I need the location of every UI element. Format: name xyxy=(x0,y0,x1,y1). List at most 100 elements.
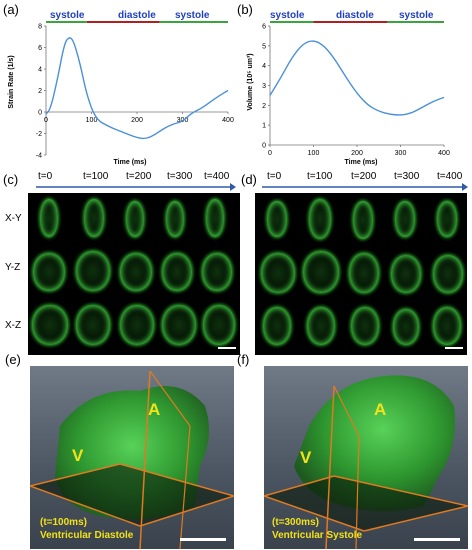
time-arrows xyxy=(36,183,468,191)
x-tick-label: 0 xyxy=(268,150,272,157)
panel-label-d: (d) xyxy=(241,172,257,187)
time-label: t=300 xyxy=(167,171,193,182)
heart-cell-image xyxy=(353,201,373,239)
heart-cell-image xyxy=(263,307,291,345)
ventricle-label: V xyxy=(300,448,312,467)
y-tick-label: 2 xyxy=(262,103,266,110)
heart-cell-image xyxy=(126,201,144,237)
heart-cell-image xyxy=(40,199,58,237)
series-line xyxy=(45,37,229,140)
row-label-xy: X-Y xyxy=(5,213,22,224)
row-label-yz: Y-Z xyxy=(5,262,21,273)
slice-plane-horizontal xyxy=(264,476,468,531)
y-axis-title: Volume (10⁵ um³) xyxy=(247,53,254,110)
y-tick-label: 5 xyxy=(262,43,266,50)
y-tick-label: 3 xyxy=(262,83,266,90)
y-tick-label: 0 xyxy=(38,110,42,117)
scale-bar xyxy=(445,347,463,349)
heart-cell-image xyxy=(303,251,339,293)
x-tick-label: 200 xyxy=(351,150,363,157)
y-tick-label: 0 xyxy=(262,143,266,150)
y-tick-label: 6 xyxy=(262,24,266,31)
phase-label-systole-2: systole xyxy=(399,10,434,21)
y-tick-label: 4 xyxy=(262,63,266,70)
phase-caption: Ventricular Systole xyxy=(272,530,363,541)
phase-label-systole-1: systole xyxy=(50,10,85,21)
heart-cell-image xyxy=(120,305,154,345)
heart-cell-image xyxy=(307,307,335,345)
x-tick-label: 300 xyxy=(395,150,407,157)
time-label: t=400 xyxy=(437,171,463,182)
panel-label-c: (c) xyxy=(3,172,19,187)
panel-label-a: (a) xyxy=(3,2,19,17)
heart-cell-image xyxy=(309,199,331,239)
heart-cell-image xyxy=(162,305,196,345)
heart-cell-image xyxy=(433,255,463,293)
volume-render-e: A V (t=100ms) Ventricular Diastole xyxy=(30,366,234,549)
volume-render-f: A V (t=300ms) Ventricular Systole xyxy=(264,366,468,549)
panel-label-f: (f) xyxy=(237,352,250,367)
heart-cell-image xyxy=(162,253,192,291)
heart-cell-image xyxy=(166,201,184,237)
panel-label-b: (b) xyxy=(237,2,253,17)
y-axis-title: Strain Rate (1/s) xyxy=(8,55,15,108)
time-label: t=0 xyxy=(267,171,282,182)
y-tick-label: 1 xyxy=(262,123,266,130)
x-tick-label: 400 xyxy=(438,150,450,157)
atrium-label: A xyxy=(148,400,161,419)
microscopy-panel-c xyxy=(28,193,240,355)
y-tick-label: -2 xyxy=(36,131,42,138)
phase-label-diastole: diastole xyxy=(118,10,156,21)
heart-cell-image xyxy=(120,253,152,291)
heart-cell-image xyxy=(76,251,110,291)
y-tick-label: 8 xyxy=(38,24,42,31)
atrium-label: A xyxy=(374,400,387,419)
x-tick-label: 0 xyxy=(44,117,48,124)
heart-cell-image xyxy=(206,199,224,237)
heart-cell-image xyxy=(84,199,104,237)
time-caption: (t=300ms) xyxy=(272,517,319,528)
time-caption: (t=100ms) xyxy=(40,517,87,528)
heart-cell-image xyxy=(202,253,232,291)
arrow-head-icon xyxy=(230,183,236,191)
arrow-head-icon xyxy=(462,183,468,191)
x-tick-label: 100 xyxy=(86,117,98,124)
heart-cell-image xyxy=(33,253,65,291)
heart-cell-image xyxy=(351,307,379,345)
y-tick-label: 4 xyxy=(38,67,42,74)
time-label: t=200 xyxy=(126,171,152,182)
heart-cell-image xyxy=(261,253,295,293)
x-axis-title: Time (ms) xyxy=(114,159,147,166)
y-tick-label: 2 xyxy=(38,88,42,95)
row-label-xz: X-Z xyxy=(5,320,22,331)
time-label: t=100 xyxy=(83,171,109,182)
y-tick-label: -4 xyxy=(36,153,42,160)
time-label: t=100 xyxy=(307,171,333,182)
scale-bar xyxy=(414,538,460,541)
phase-label-systole-2: systole xyxy=(175,10,210,21)
x-tick-label: 400 xyxy=(222,117,234,124)
heart-cell-image xyxy=(76,305,110,345)
x-tick-label: 100 xyxy=(308,150,320,157)
series-line xyxy=(269,40,445,116)
phase-caption: Ventricular Diastole xyxy=(40,530,134,541)
heart-cell-image xyxy=(433,307,461,345)
heart-cell-image xyxy=(203,305,235,345)
y-tick-label: 6 xyxy=(38,45,42,52)
x-axis-title: Time (ms) xyxy=(345,159,378,166)
heart-cell-image xyxy=(267,201,287,237)
heart-cell-image xyxy=(391,255,421,293)
panel-label-e: (e) xyxy=(5,352,21,367)
heart-cell-image xyxy=(393,309,419,345)
heart-cell-image xyxy=(32,305,68,345)
time-label: t=0 xyxy=(38,171,53,182)
time-label: t=200 xyxy=(351,171,377,182)
render-graphic xyxy=(264,375,468,549)
volume-chart: 0 1 2 3 4 5 6 0 100 200 300 400 Time (ms) Volume (1… xyxy=(247,21,450,166)
heart-cell-image xyxy=(395,201,415,237)
time-label: t=400 xyxy=(204,171,230,182)
phase-label-systole-1: systole xyxy=(270,10,305,21)
heart-cell-image xyxy=(437,201,457,237)
x-tick-label: 200 xyxy=(131,117,143,124)
